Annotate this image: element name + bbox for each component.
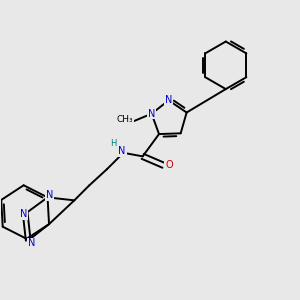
Text: N: N [165, 95, 172, 105]
Text: N: N [148, 109, 155, 119]
Text: CH₃: CH₃ [116, 116, 133, 124]
Text: H: H [110, 140, 116, 148]
Text: N: N [118, 146, 126, 156]
Text: N: N [28, 238, 35, 248]
Text: N: N [46, 190, 54, 200]
Text: N: N [20, 209, 28, 219]
Text: O: O [165, 160, 172, 170]
